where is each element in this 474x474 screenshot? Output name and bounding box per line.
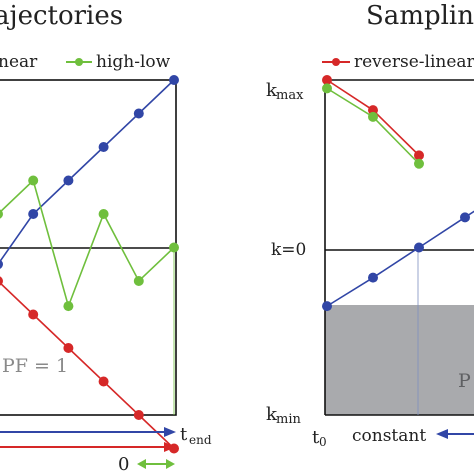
right-constant-label: constant xyxy=(352,426,426,446)
left-annotation: PF = 1 xyxy=(2,355,68,377)
left-red-arrow-head xyxy=(164,442,176,452)
left-end-label: end xyxy=(189,433,212,447)
right-series-1-line xyxy=(326,87,420,165)
right-series-2-point xyxy=(460,212,470,223)
left-series-1-point xyxy=(133,276,144,286)
right-kzero-label: k=0 xyxy=(271,240,306,260)
right-series-1-point xyxy=(414,158,424,169)
right-series-2-point xyxy=(368,272,378,283)
right-series-1-point xyxy=(368,111,378,122)
right-series-0-point xyxy=(322,75,332,85)
left-series-1-point xyxy=(63,301,74,312)
left-series-1-point xyxy=(0,209,3,219)
right-shaded-region xyxy=(325,305,474,415)
left-t-label: t xyxy=(180,424,188,445)
right-t0-sub: 0 xyxy=(319,435,327,449)
left-zero-marker: 0 xyxy=(118,454,129,474)
right-kmax-k: k xyxy=(266,80,278,101)
right-kmax-sub: max xyxy=(276,88,304,103)
left-series-group xyxy=(0,75,179,454)
right-legend-label: reverse-linear xyxy=(354,52,474,72)
left-panel: ajectories near high-low PF = 1 t end 0 xyxy=(0,1,212,474)
right-series-2-point xyxy=(322,301,332,312)
left-series-0-point xyxy=(0,259,3,269)
left-series-0-point xyxy=(98,142,109,152)
left-series-2-line xyxy=(0,281,175,450)
left-series-1-line xyxy=(0,179,175,309)
left-series-0-point xyxy=(169,75,179,85)
left-series-1-point xyxy=(169,242,179,253)
right-t0-t: t xyxy=(312,427,320,448)
left-series-0-point xyxy=(133,108,144,119)
right-kmin-k: k xyxy=(266,404,278,425)
right-series-0-point xyxy=(414,150,424,161)
left-series-1-point xyxy=(28,175,39,186)
left-series-2-point xyxy=(0,276,3,286)
left-series-1-point xyxy=(98,209,109,219)
left-green-arrow-head-left xyxy=(137,459,146,469)
right-series-1-point xyxy=(322,83,332,94)
left-title: ajectories xyxy=(0,1,123,31)
left-legend-highlow-label: high-low xyxy=(96,52,171,72)
left-series-2-point xyxy=(133,410,144,420)
right-shaded-label: P xyxy=(458,370,471,392)
left-series-2-point xyxy=(98,376,109,387)
left-series-0-point xyxy=(63,175,74,186)
left-series-0-point xyxy=(28,209,39,219)
left-blue-arrow-head xyxy=(164,427,176,437)
left-series-0-line xyxy=(0,79,175,263)
right-panel: Samplin reverse-linear P k max k=0 k min… xyxy=(266,1,474,449)
right-series-group xyxy=(322,75,474,312)
right-legend-marker xyxy=(332,58,340,66)
left-series-2-point xyxy=(63,343,74,353)
left-legend-highlow-marker xyxy=(75,58,83,66)
left-series-2-point xyxy=(28,309,39,320)
right-kmin-sub: min xyxy=(276,412,301,427)
right-series-2-point xyxy=(414,242,424,253)
right-title: Samplin xyxy=(366,1,474,31)
right-series-2-line xyxy=(326,210,474,307)
left-legend-near-label: near xyxy=(0,52,38,72)
right-constant-arrow-head xyxy=(436,429,448,439)
left-green-arrow-head-right xyxy=(166,459,175,469)
